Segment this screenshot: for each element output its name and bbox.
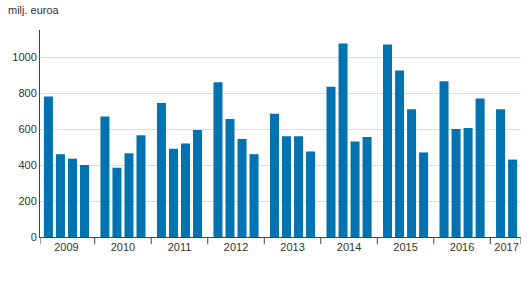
svg-text:1000: 1000 <box>12 51 36 63</box>
svg-text:0: 0 <box>31 231 37 243</box>
svg-text:400: 400 <box>18 159 36 171</box>
svg-text:2010: 2010 <box>111 241 135 253</box>
svg-text:2016: 2016 <box>450 241 474 253</box>
svg-text:200: 200 <box>18 195 36 207</box>
svg-text:2013: 2013 <box>280 241 304 253</box>
svg-text:2014: 2014 <box>337 241 361 253</box>
svg-text:2012: 2012 <box>224 241 248 253</box>
svg-text:2011: 2011 <box>168 241 192 253</box>
svg-text:600: 600 <box>18 123 36 135</box>
svg-text:800: 800 <box>18 87 36 99</box>
svg-text:milj. euroa: milj. euroa <box>8 4 60 16</box>
svg-text:2009: 2009 <box>54 241 78 253</box>
svg-text:2015: 2015 <box>393 241 417 253</box>
svg-text:2017: 2017 <box>494 241 518 253</box>
